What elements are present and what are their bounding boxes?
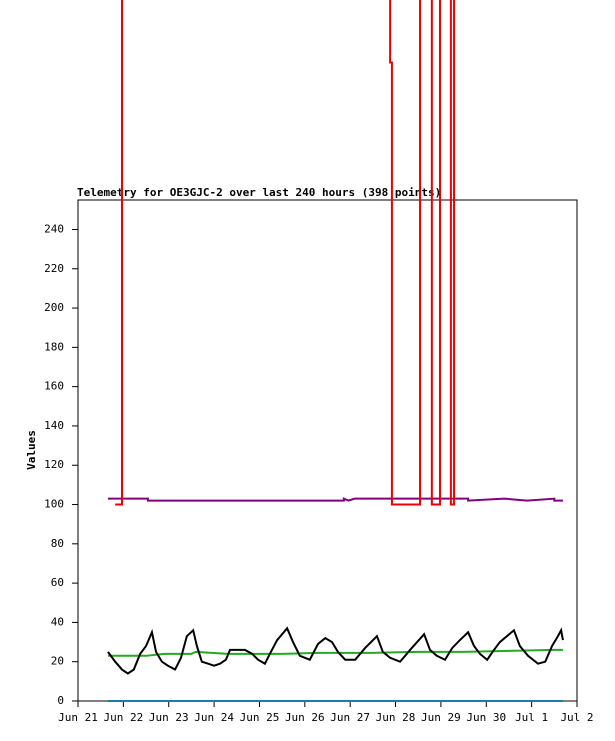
x-tick-label: Jun 29 (421, 711, 461, 724)
chart-title: Telemetry for OE3GJC-2 over last 240 hou… (77, 186, 441, 199)
series-line (115, 0, 456, 506)
x-tick-label: Jun 30 (466, 711, 506, 724)
x-tick-label: Jun 21 (58, 711, 98, 724)
y-tick-label: 80 (51, 537, 64, 550)
x-tick-label: Jun 25 (240, 711, 280, 724)
series-line (107, 648, 563, 657)
y-tick-label: 200 (44, 301, 64, 314)
x-tick-label: Jun 22 (103, 711, 143, 724)
plot-frame (77, 199, 578, 702)
x-tick-label: Jun 28 (376, 711, 416, 724)
x-tick-label: Jul 1 (515, 711, 548, 724)
y-tick-label: 160 (44, 380, 64, 393)
y-tick-label: 220 (44, 262, 64, 275)
y-tick-label: 240 (44, 222, 64, 235)
y-tick-label: 180 (44, 340, 64, 353)
y-tick-label: 0 (57, 694, 64, 707)
y-tick-label: 20 (51, 655, 64, 668)
series-line (107, 497, 563, 502)
x-tick-label: Jun 26 (285, 711, 325, 724)
y-tick-label: 60 (51, 576, 64, 589)
x-tick-label: Jun 24 (194, 711, 234, 724)
series-line (107, 626, 564, 675)
y-tick-label: 40 (51, 615, 64, 628)
x-tick-label: Jul 2 (560, 711, 593, 724)
x-tick-label: Jun 27 (330, 711, 370, 724)
x-tick-label: Jun 23 (149, 711, 189, 724)
y-axis-label: Values (25, 430, 38, 470)
y-tick-label: 120 (44, 458, 64, 471)
y-tick-label: 100 (44, 498, 64, 511)
y-tick-label: 140 (44, 419, 64, 432)
